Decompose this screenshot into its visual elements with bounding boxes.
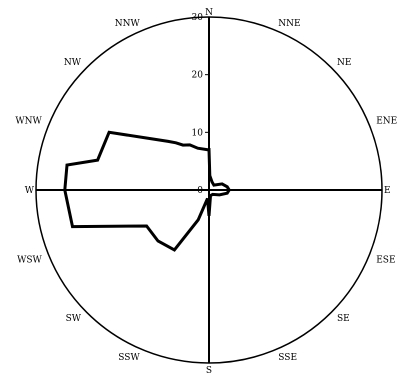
- radial-tick-label: 10: [192, 128, 204, 138]
- direction-label-nw: NW: [64, 58, 82, 68]
- radial-tick-label: 0: [197, 186, 203, 196]
- direction-label-nne: NNE: [278, 19, 300, 29]
- direction-label-sw: SW: [66, 314, 82, 324]
- direction-label-n: N: [205, 8, 213, 18]
- direction-label-ene: ENE: [376, 117, 397, 127]
- direction-label-e: E: [384, 186, 391, 196]
- direction-label-wnw: WNW: [15, 117, 42, 127]
- radial-tick-label: 30: [192, 13, 204, 23]
- radial-ticks: 0 10 20 30: [192, 13, 209, 196]
- radial-tick-label: 20: [192, 71, 204, 81]
- direction-labels: N NNE NE ENE E ESE SE SSE S SSW SW WSW W WNW NW NNW: [15, 8, 397, 376]
- direction-label-se: SE: [337, 314, 350, 324]
- direction-label-w: W: [25, 186, 35, 196]
- series-line: [63, 130, 231, 252]
- direction-label-ssw: SSW: [118, 353, 140, 363]
- direction-label-sse: SSE: [278, 353, 297, 363]
- direction-label-s: S: [206, 366, 212, 376]
- direction-label-ese: ESE: [376, 255, 395, 265]
- direction-label-nnw: NNW: [115, 19, 141, 29]
- direction-label-wsw: WSW: [17, 255, 42, 265]
- direction-label-ne: NE: [337, 58, 351, 68]
